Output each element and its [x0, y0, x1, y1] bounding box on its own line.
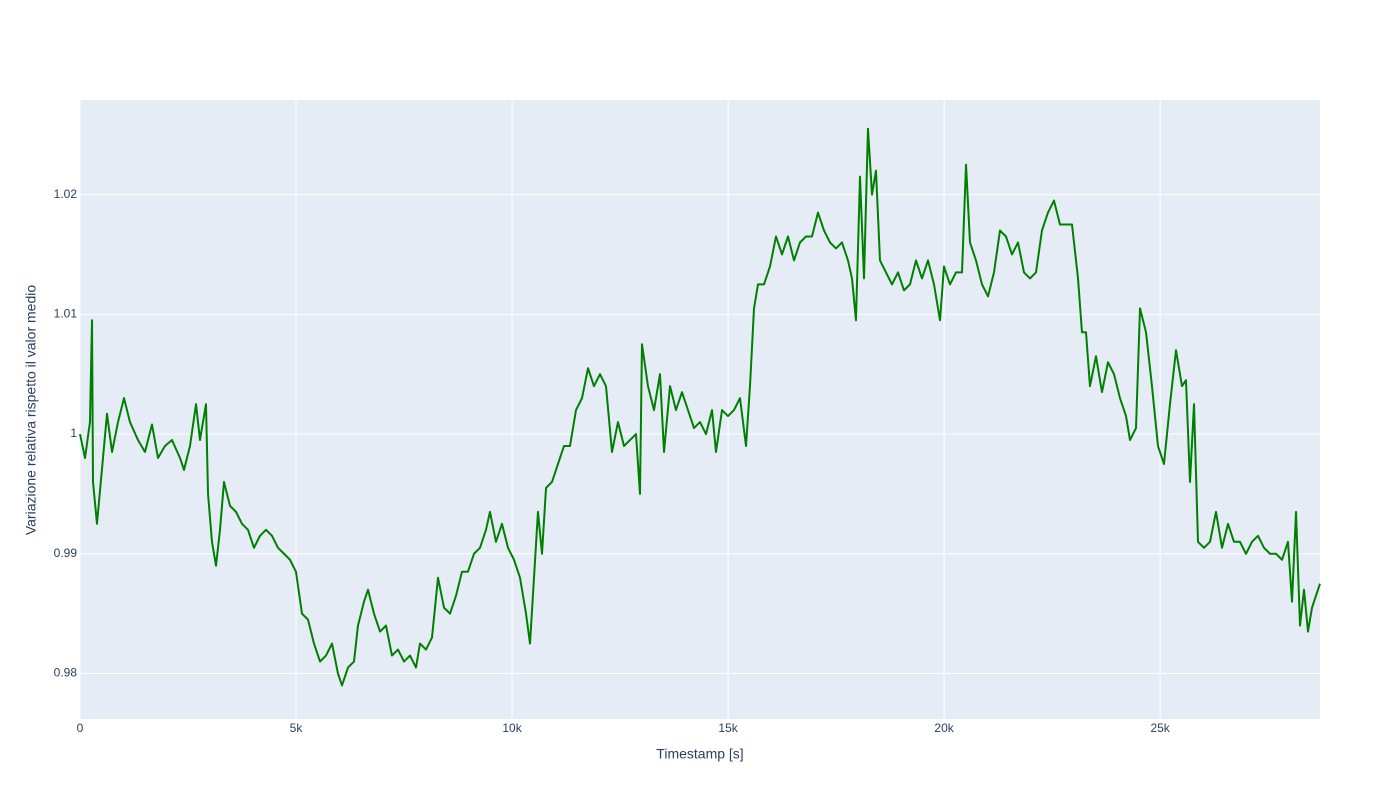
- y-tick-label: 1: [70, 426, 77, 440]
- y-tick-label: 1.01: [54, 306, 78, 320]
- plot-area: [80, 100, 1320, 719]
- y-tick-label: 0.98: [54, 666, 78, 680]
- marks: [79, 127, 1321, 687]
- y-axis-title: Variazione relativa rispetto il valor me…: [23, 285, 39, 536]
- x-axis-title: Timestamp [s]: [656, 746, 743, 762]
- x-tick-label: 0: [77, 721, 84, 735]
- x-tick-label: 25k: [1150, 721, 1170, 735]
- x-tick-label: 15k: [718, 721, 738, 735]
- y-tick-label: 0.99: [54, 546, 78, 560]
- x-tick-label: 5k: [290, 721, 304, 735]
- x-tick-label: 10k: [502, 721, 522, 735]
- x-tick-label: 20k: [934, 721, 954, 735]
- grid: [79, 100, 1320, 719]
- data-line: [79, 127, 1321, 687]
- y-tick-label: 1.02: [54, 187, 78, 201]
